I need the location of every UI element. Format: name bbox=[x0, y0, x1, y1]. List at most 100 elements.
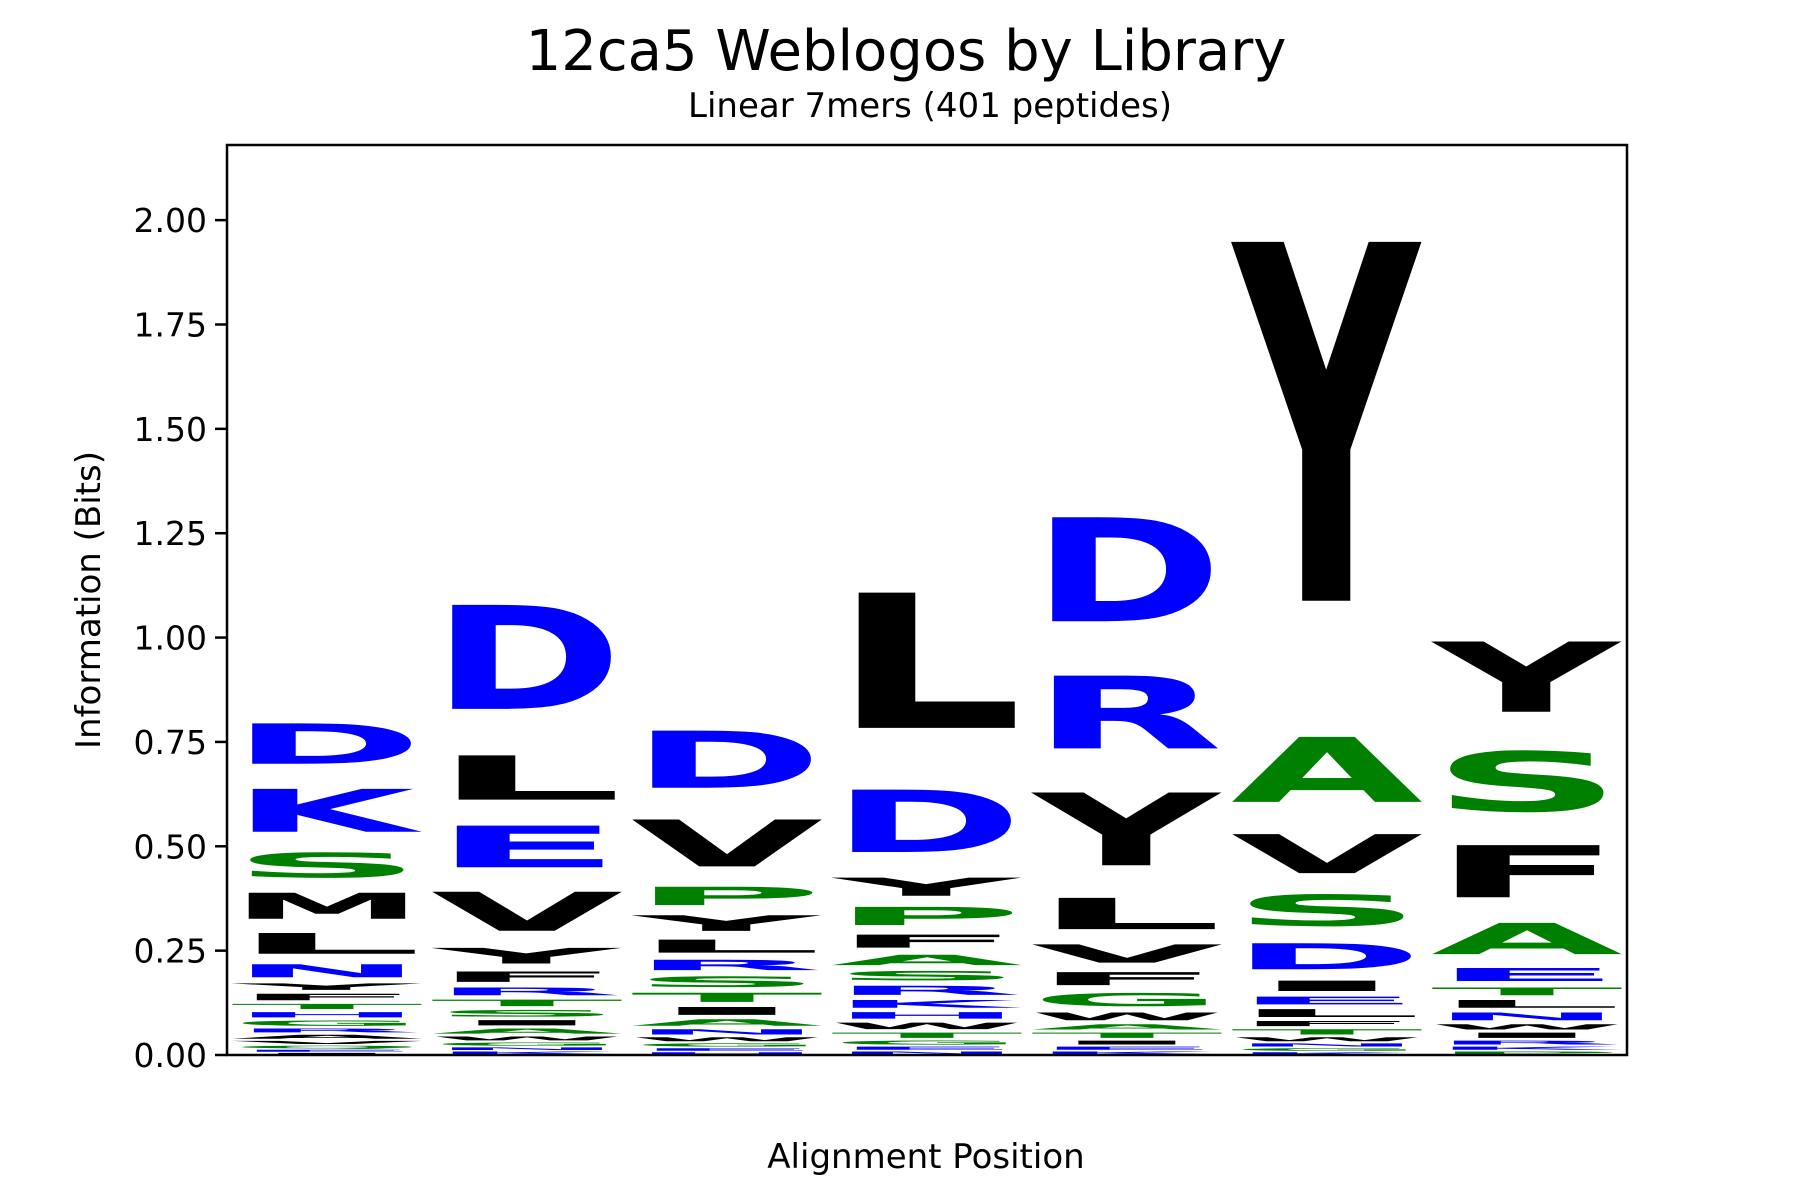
logo-letter-a: A bbox=[231, 1034, 423, 1040]
logo-letter-g: G bbox=[1231, 1048, 1423, 1052]
logo-letter-f: F bbox=[831, 931, 1023, 952]
logo-letter-d: D bbox=[431, 577, 623, 743]
logo-letter-e: E bbox=[1031, 1046, 1223, 1051]
logo-letter-h: H bbox=[831, 1010, 1023, 1020]
logo-letter-v: V bbox=[1031, 939, 1223, 968]
logo-letter-n: N bbox=[1431, 1010, 1623, 1022]
logo-letter-e: E bbox=[1431, 964, 1623, 985]
logo-letter-y: Y bbox=[831, 873, 1022, 902]
logo-letter-r: R bbox=[631, 957, 823, 974]
logo-letter-s: S bbox=[431, 1008, 623, 1018]
logo-letter-v: V bbox=[1231, 824, 1423, 886]
logo-letter-l: L bbox=[431, 743, 623, 814]
logo-letter-y: Y bbox=[631, 911, 823, 936]
logo-letter-r: R bbox=[431, 985, 623, 997]
logo-letter-w: W bbox=[831, 1021, 1023, 1031]
logo-letter-n: N bbox=[231, 961, 423, 982]
logo-letter-i: I bbox=[631, 1005, 823, 1017]
logo-letter-f: F bbox=[431, 969, 623, 986]
logo-letter-e: E bbox=[431, 814, 623, 880]
logo-letter-d: D bbox=[831, 773, 1023, 873]
logo-letter-e: E bbox=[631, 1048, 823, 1052]
y-tick-label: 0.75 bbox=[134, 723, 207, 762]
logo-letter-a: A bbox=[431, 1027, 623, 1035]
logo-letter-a: A bbox=[831, 952, 1023, 969]
logo-letter-w: W bbox=[1231, 1036, 1423, 1042]
logo-letter-w: W bbox=[1431, 1023, 1623, 1031]
logo-letter-i: I bbox=[1031, 1040, 1223, 1046]
logo-letter-w: W bbox=[1031, 1010, 1223, 1022]
logo-letter-v: V bbox=[431, 881, 623, 943]
logo-letter-v: V bbox=[231, 1040, 423, 1045]
logo-letter-s: S bbox=[631, 974, 823, 991]
logo-letter-l: L bbox=[1431, 998, 1623, 1010]
logo-letter-s: S bbox=[831, 969, 1023, 983]
logo-letter-i: I bbox=[1431, 1031, 1623, 1039]
logo-letter-h: H bbox=[231, 1011, 423, 1019]
logo-letter-t: T bbox=[631, 990, 823, 1005]
logo-letter-p: P bbox=[631, 882, 823, 911]
logo-letter-s: S bbox=[1431, 735, 1623, 831]
logo-letter-t: T bbox=[431, 998, 623, 1008]
logo-letter-r: R bbox=[231, 1027, 423, 1033]
logo-letter-s: S bbox=[1231, 886, 1423, 936]
y-axis: 0.00 0.25 0.50 0.75 1.00 1.25 1.50 1.75 2.00 bbox=[134, 201, 227, 1075]
logo-letter-l: L bbox=[1031, 889, 1223, 939]
logo-letter-v: V bbox=[631, 807, 823, 882]
logo-letter-t: T bbox=[1031, 1031, 1223, 1039]
logo-letter-l: L bbox=[831, 557, 1023, 773]
logo-letter-d: D bbox=[1231, 936, 1423, 978]
x-axis-label: Alignment Position bbox=[767, 1137, 1084, 1177]
y-tick-label: 1.00 bbox=[134, 619, 207, 658]
logo-letter-i: I bbox=[1231, 978, 1423, 995]
y-tick-label: 2.00 bbox=[134, 201, 207, 240]
chart-title: 12ca5 Weblogos by Library bbox=[526, 19, 1287, 84]
logo-letter-k: K bbox=[1431, 1046, 1622, 1051]
logo-letter-a: A bbox=[1431, 914, 1623, 964]
logo-letter-d: D bbox=[231, 712, 423, 776]
logo-letter-w: W bbox=[631, 1036, 823, 1042]
logo-letter-l: L bbox=[1231, 1007, 1423, 1019]
logo-position-5: KEITAWGFVLYRD bbox=[1031, 490, 1223, 1055]
y-tick-label: 0.25 bbox=[134, 932, 207, 971]
logo-letter-n: N bbox=[1231, 1043, 1423, 1048]
logo-letter-g: G bbox=[1031, 990, 1223, 1011]
logo-letter-a: A bbox=[631, 1017, 823, 1027]
logo-letter-t: T bbox=[1431, 985, 1623, 997]
logo-letter-t: T bbox=[831, 1031, 1023, 1039]
logo-letter-l: L bbox=[231, 927, 423, 960]
logo-letter-t: T bbox=[231, 1002, 423, 1010]
logo-letter-f: F bbox=[1031, 969, 1223, 990]
logo-letter-g: G bbox=[431, 1042, 623, 1047]
y-tick-label: 0.00 bbox=[134, 1036, 207, 1075]
logo-letter-t: T bbox=[1231, 1028, 1423, 1036]
logo-letter-a: A bbox=[1031, 1023, 1223, 1031]
logo-letter-g: G bbox=[831, 1040, 1023, 1046]
logo-letter-n: N bbox=[431, 1047, 623, 1051]
logo-letter-w: W bbox=[431, 1035, 623, 1041]
logo-letter-l: L bbox=[631, 936, 823, 957]
y-axis-label: Information (Bits) bbox=[69, 451, 109, 749]
logo-letter-m: M bbox=[231, 886, 423, 928]
logo-letter-e: E bbox=[1231, 994, 1423, 1006]
logo-letter-i: I bbox=[431, 1019, 623, 1027]
logo-letter-r: R bbox=[831, 983, 1023, 998]
logo-letter-f: F bbox=[1231, 1020, 1423, 1028]
logo-letter-k: K bbox=[831, 998, 1023, 1011]
logo-letter-y: Y bbox=[1230, 144, 1422, 717]
logo-letter-y: Y bbox=[1031, 773, 1222, 889]
logo-letter-p: P bbox=[831, 902, 1023, 931]
logo-letter-d: D bbox=[1031, 490, 1223, 656]
logo-letter-g: G bbox=[631, 1042, 823, 1047]
y-tick-label: 1.50 bbox=[134, 410, 207, 449]
logo-letter-y: Y bbox=[1431, 622, 1622, 735]
logo-letter-n: N bbox=[631, 1028, 823, 1036]
logo-letter-r: R bbox=[1431, 1040, 1623, 1046]
logo-letter-k: K bbox=[231, 777, 423, 846]
logo-letter-f: F bbox=[1431, 831, 1623, 914]
logo-letter-q: Q bbox=[231, 1045, 423, 1049]
